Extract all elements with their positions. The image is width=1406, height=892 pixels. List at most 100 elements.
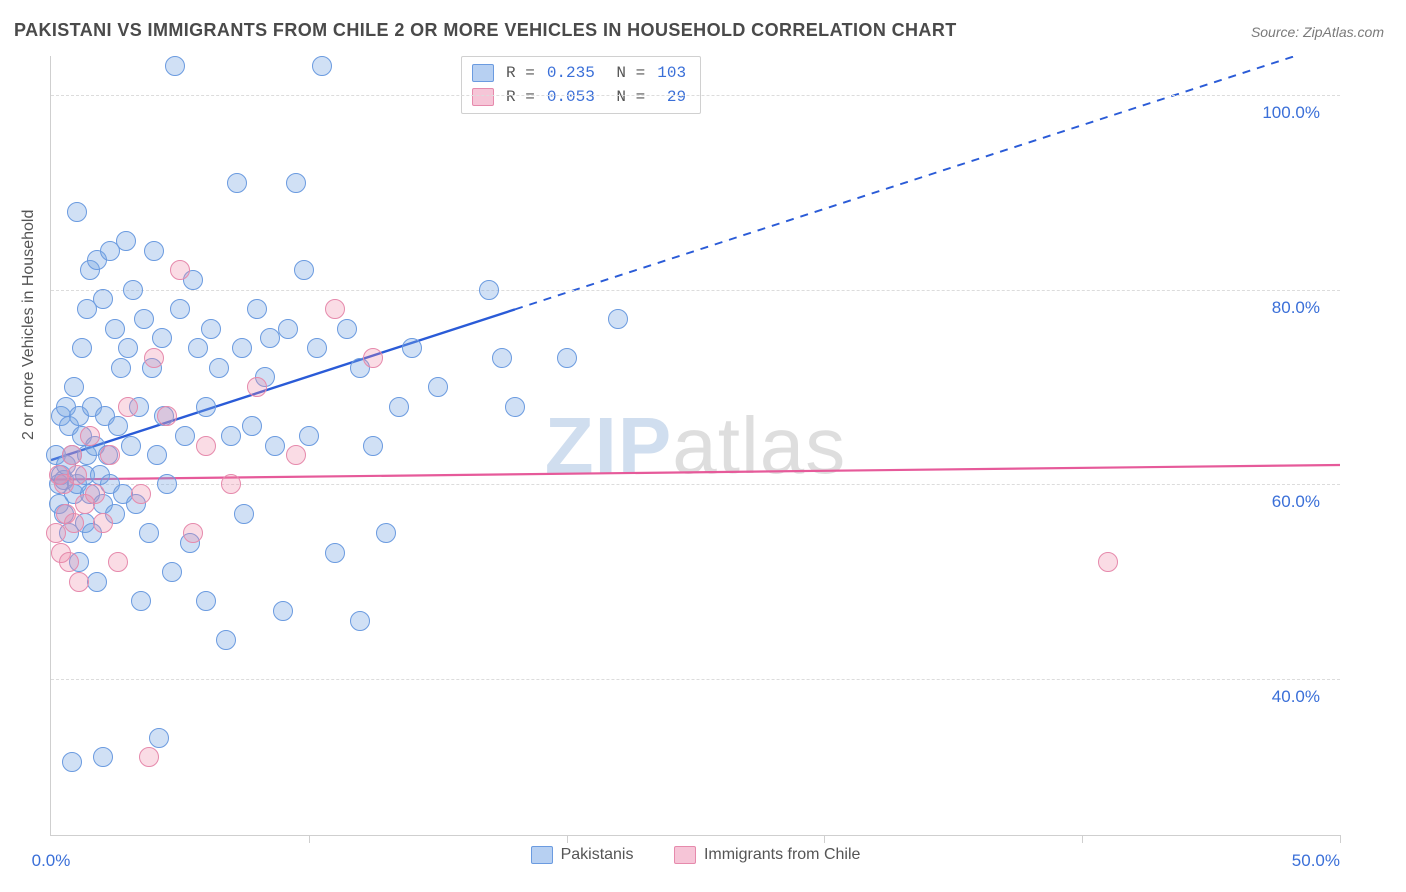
point-pakistanis [337,319,357,339]
point-pakistanis [105,319,125,339]
point-chile [59,552,79,572]
point-pakistanis [175,426,195,446]
point-pakistanis [260,328,280,348]
point-chile [144,348,164,368]
legend-n-value-1: 29 [657,85,686,109]
point-pakistanis [196,591,216,611]
y-tick-label: 40.0% [1272,687,1320,707]
point-pakistanis [265,436,285,456]
y-tick-label: 80.0% [1272,298,1320,318]
point-pakistanis [116,231,136,251]
point-pakistanis [201,319,221,339]
plot-area: ZIPatlas R = 0.235 N = 103 R = 0.053 N =… [50,56,1340,836]
legend-label-0: Pakistanis [561,846,634,864]
point-pakistanis [363,436,383,456]
point-pakistanis [93,289,113,309]
point-pakistanis [196,397,216,417]
trend-line-solid [51,465,1340,480]
point-pakistanis [67,202,87,222]
point-pakistanis [209,358,229,378]
point-chile [157,406,177,426]
watermark-atlas: atlas [672,400,846,492]
source-label: Source: ZipAtlas.com [1251,24,1384,40]
legend-r-value-0: 0.235 [547,61,595,85]
point-chile [100,445,120,465]
legend-item-pakistanis: Pakistanis [531,846,634,864]
point-pakistanis [242,416,262,436]
point-chile [46,523,66,543]
point-pakistanis [118,338,138,358]
point-pakistanis [376,523,396,543]
point-pakistanis [286,173,306,193]
point-chile [93,513,113,533]
point-pakistanis [389,397,409,417]
point-pakistanis [162,562,182,582]
point-chile [64,513,84,533]
point-pakistanis [273,601,293,621]
point-chile [183,523,203,543]
point-pakistanis [72,338,92,358]
x-tick [309,835,310,843]
point-pakistanis [294,260,314,280]
point-pakistanis [350,611,370,631]
point-pakistanis [139,523,159,543]
point-pakistanis [325,543,345,563]
gridline [51,484,1340,485]
point-chile [196,436,216,456]
legend-label-1: Immigrants from Chile [704,846,860,864]
point-chile [221,474,241,494]
point-pakistanis [157,474,177,494]
point-pakistanis [216,630,236,650]
point-pakistanis [62,752,82,772]
point-pakistanis [307,338,327,358]
point-pakistanis [147,445,167,465]
point-pakistanis [144,241,164,261]
point-pakistanis [608,309,628,329]
x-tick [1340,835,1341,843]
point-pakistanis [428,377,448,397]
legend-r-label: R = [506,61,535,85]
legend-row-pakistanis: R = 0.235 N = 103 [472,61,686,85]
point-pakistanis [64,377,84,397]
point-chile [62,445,82,465]
point-chile [247,377,267,397]
point-pakistanis [111,358,131,378]
x-axis-label-left: 0.0% [32,851,71,871]
point-pakistanis [227,173,247,193]
point-pakistanis [505,397,525,417]
point-chile [325,299,345,319]
x-axis-label-right: 50.0% [1292,851,1340,871]
x-tick [824,835,825,843]
point-chile [363,348,383,368]
gridline [51,679,1340,680]
point-pakistanis [402,338,422,358]
point-chile [131,484,151,504]
swatch-chile-bottom [674,846,696,864]
legend-n-label: N = [607,85,645,109]
point-chile [118,397,138,417]
legend-n-label: N = [607,61,645,85]
point-chile [108,552,128,572]
x-tick [567,835,568,843]
point-chile [80,426,100,446]
point-pakistanis [152,328,172,348]
legend-row-chile: R = 0.053 N = 29 [472,85,686,109]
legend-n-value-0: 103 [657,61,686,85]
swatch-pakistanis-bottom [531,846,553,864]
point-chile [69,572,89,592]
point-pakistanis [278,319,298,339]
legend-correlation: R = 0.235 N = 103 R = 0.053 N = 29 [461,56,701,114]
point-pakistanis [108,416,128,436]
legend-series: Pakistanis Immigrants from Chile [51,846,1340,869]
point-pakistanis [234,504,254,524]
point-chile [85,484,105,504]
point-pakistanis [299,426,319,446]
point-chile [139,747,159,767]
point-pakistanis [134,309,154,329]
point-pakistanis [131,591,151,611]
point-pakistanis [165,56,185,76]
swatch-pakistanis [472,64,494,82]
point-pakistanis [149,728,169,748]
point-pakistanis [121,436,141,456]
point-pakistanis [557,348,577,368]
